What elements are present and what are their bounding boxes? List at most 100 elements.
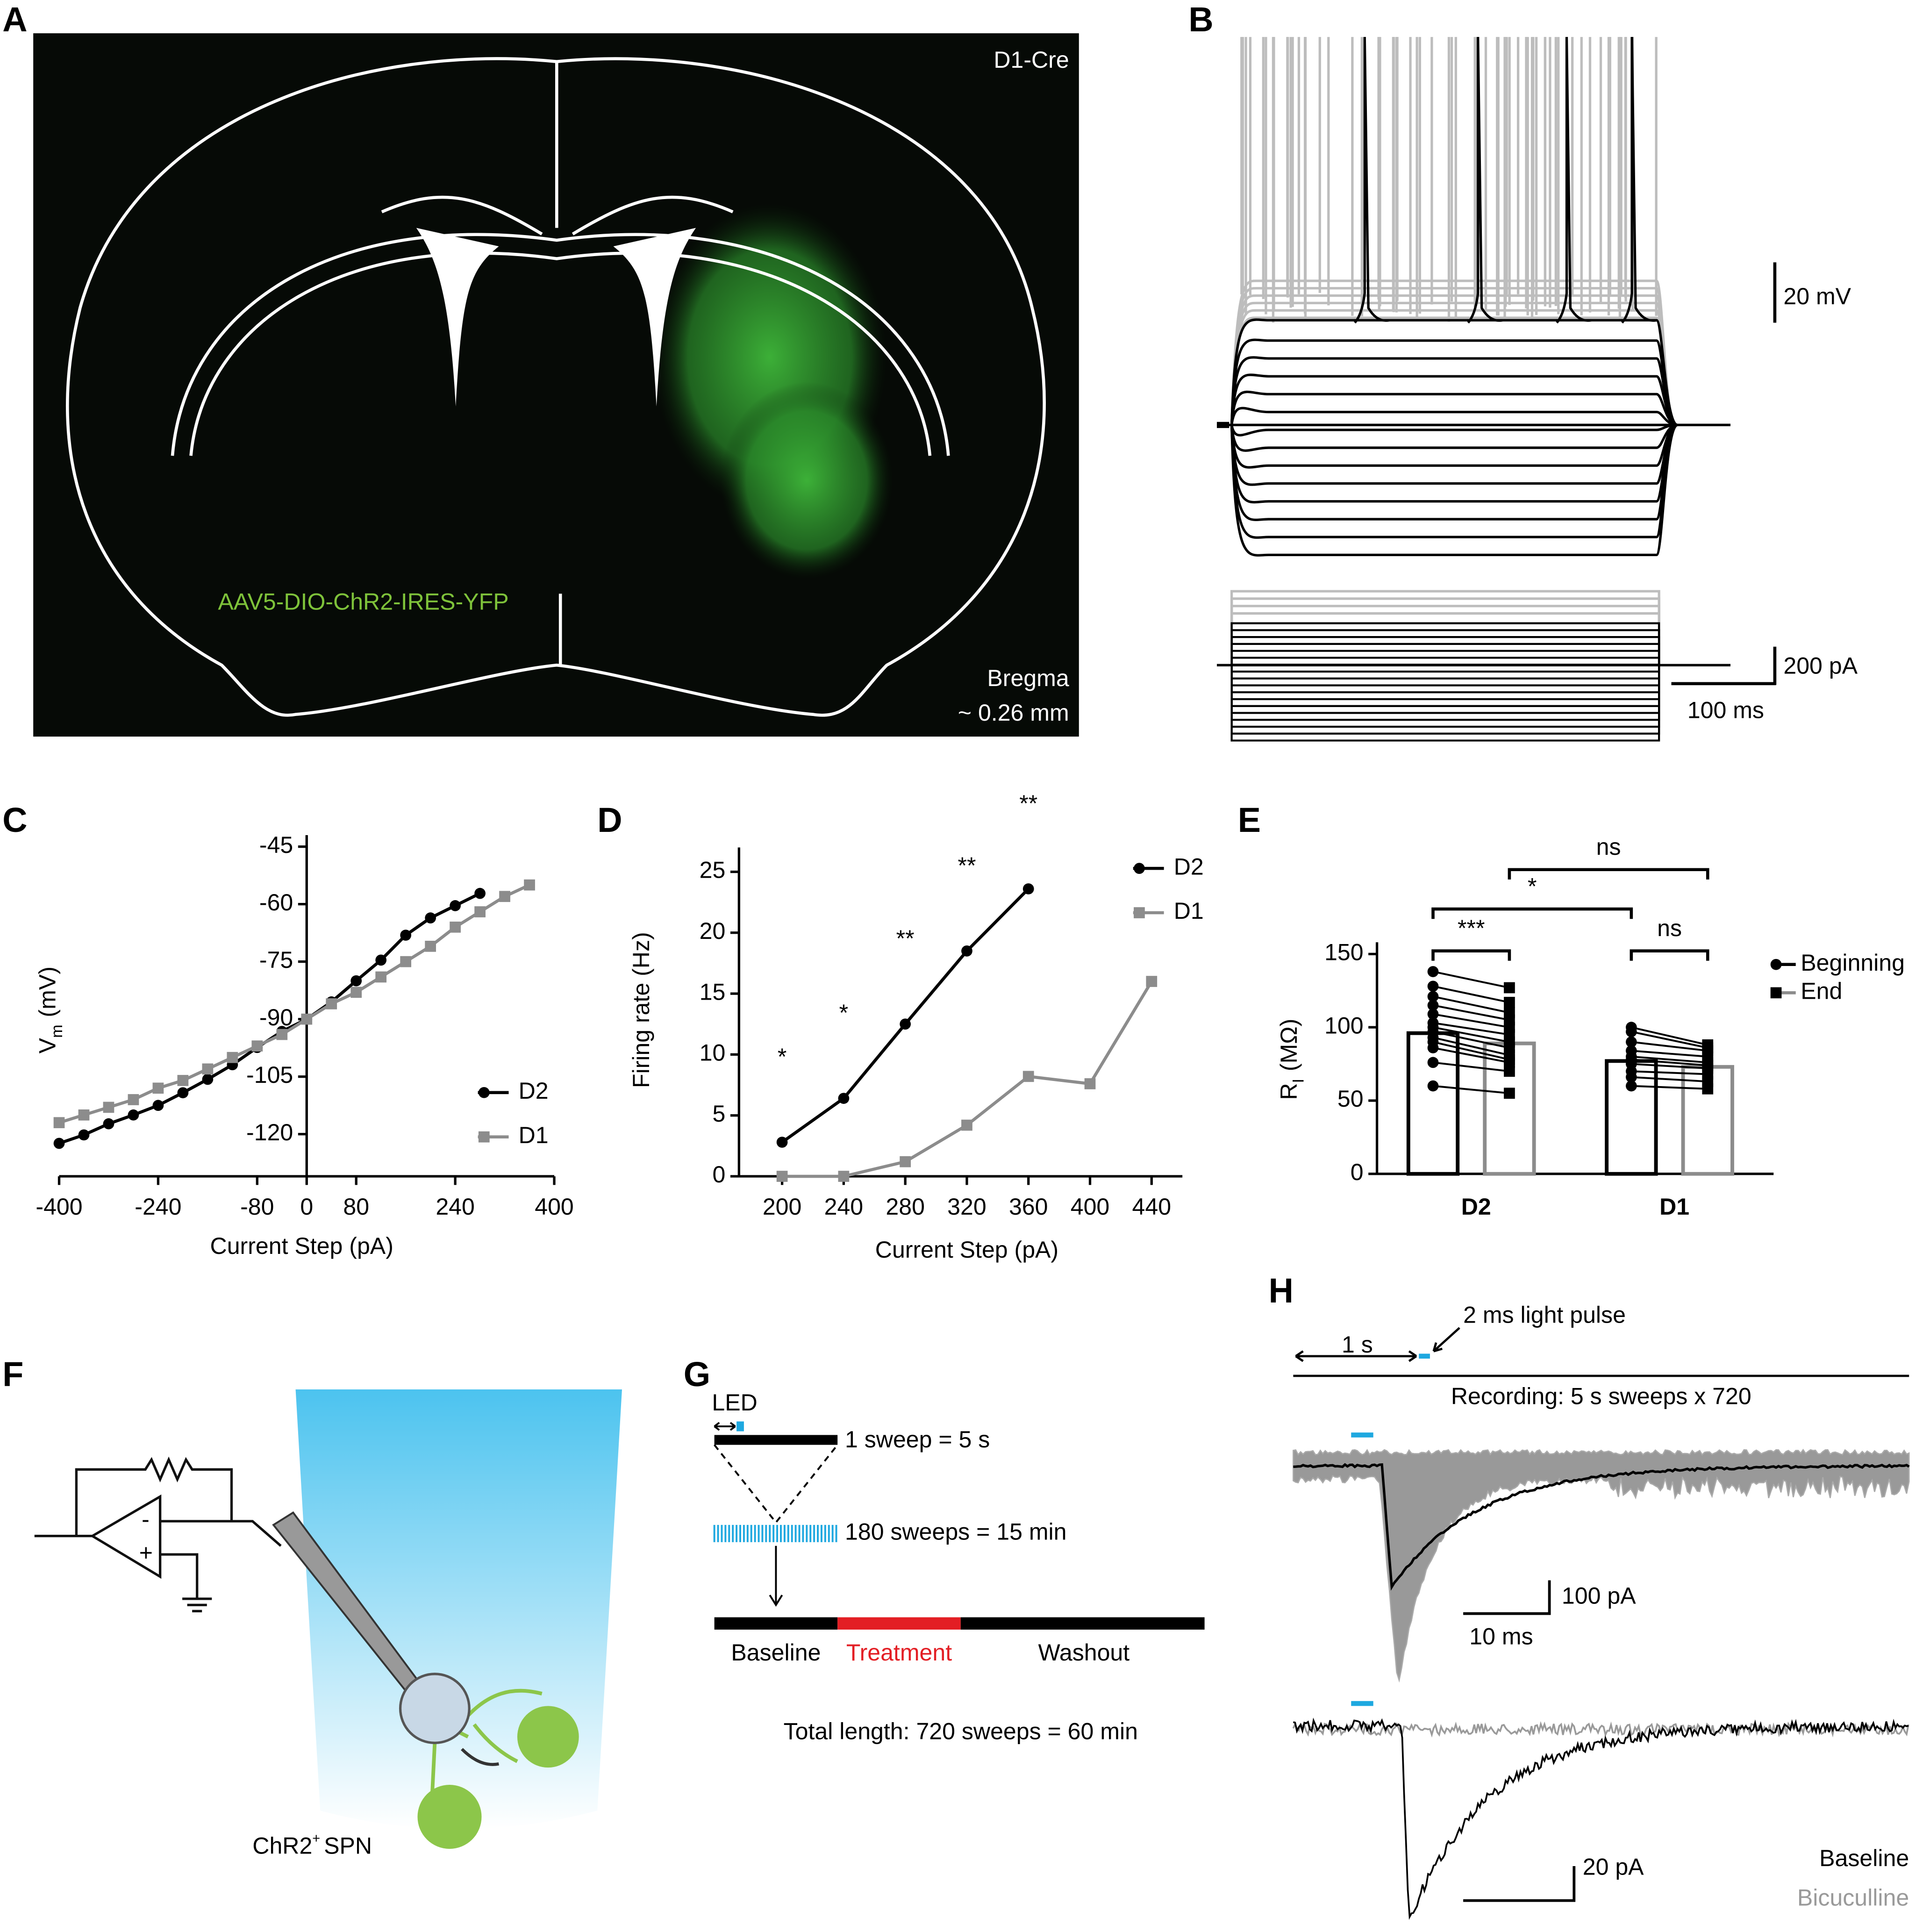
trace <box>1230 423 1678 469</box>
marker <box>1084 1078 1096 1089</box>
marker <box>1702 1083 1714 1095</box>
trace <box>1230 665 1660 701</box>
light-pulse <box>1351 1432 1373 1438</box>
marker <box>78 1109 90 1121</box>
pair-line <box>1433 1041 1510 1061</box>
label: Washout <box>1038 1639 1129 1666</box>
marker <box>1427 1009 1439 1020</box>
marker <box>375 954 387 966</box>
significance: * <box>839 1000 848 1026</box>
pair-line <box>1631 1085 1708 1090</box>
trace <box>1556 37 1592 324</box>
marker <box>1134 863 1145 874</box>
marker <box>450 900 461 911</box>
y-tick-label: -75 <box>259 947 293 973</box>
x-tick-label: 240 <box>824 1194 864 1220</box>
marker <box>776 1171 788 1182</box>
legend-label: Beginning <box>1801 950 1905 976</box>
panel-label: F <box>2 1355 23 1394</box>
pair-line <box>1631 1055 1708 1064</box>
marker <box>375 971 387 983</box>
label: 1 s <box>1342 1331 1373 1358</box>
pair-line <box>1433 1085 1510 1095</box>
text: ChR2 <box>252 1833 312 1859</box>
x-tick-label: 440 <box>1132 1194 1172 1220</box>
y-axis-label: Firing rate (Hz) <box>628 932 654 1088</box>
trace <box>1230 356 1678 426</box>
y-tick-label: 100 <box>1324 1012 1364 1038</box>
x-tick-label: 240 <box>436 1194 475 1220</box>
label: AAV5-DIO-ChR2-IRES-YFP <box>218 589 508 615</box>
pair-line <box>1631 1030 1708 1049</box>
pair-line <box>1433 1004 1510 1021</box>
scale-label: 20 mV <box>1783 283 1851 309</box>
symbol: + <box>139 1539 153 1566</box>
label: D1-Cre <box>994 47 1069 73</box>
marker <box>177 1087 189 1099</box>
text: R <box>1276 1083 1302 1100</box>
trace <box>1230 423 1678 557</box>
y-tick-label: 25 <box>700 857 726 883</box>
trace <box>1230 391 1678 426</box>
marker <box>152 1082 164 1094</box>
significance: ** <box>896 925 915 952</box>
text: (MΩ) <box>1276 1019 1302 1071</box>
marker <box>177 1075 189 1086</box>
trace <box>1230 590 1660 665</box>
y-tick-label: 5 <box>713 1101 726 1127</box>
y-axis-label: RI (MΩ) <box>1276 1019 1307 1100</box>
label: 1 sweep = 5 s <box>845 1426 990 1453</box>
x-tick-label: -240 <box>135 1194 181 1220</box>
trace <box>1230 423 1678 521</box>
x-tick-label: 400 <box>1071 1194 1110 1220</box>
text: m <box>48 1024 66 1038</box>
trace <box>1230 423 1678 504</box>
marker <box>251 1040 263 1052</box>
y-tick-label: 15 <box>700 979 726 1005</box>
pair-line <box>1631 1076 1708 1083</box>
marker <box>400 930 412 941</box>
marker <box>1022 1071 1034 1082</box>
scale-label: 200 pA <box>1783 653 1858 679</box>
significance: * <box>778 1044 786 1070</box>
marker <box>900 1156 911 1167</box>
trace <box>1230 665 1660 687</box>
x-tick-label: 0 <box>300 1194 313 1220</box>
marker <box>1427 1057 1439 1068</box>
y-tick-label: -105 <box>246 1062 293 1088</box>
marker <box>1504 1057 1515 1068</box>
scale-label: 20 pA <box>1583 1853 1644 1880</box>
text: Firing rate (Hz) <box>628 932 654 1088</box>
pair-line <box>1631 1026 1708 1046</box>
scale-label: 10 ms <box>1478 1928 1542 1932</box>
marker <box>128 1094 139 1105</box>
marker <box>425 940 436 952</box>
pair-line <box>1631 1050 1708 1058</box>
trace <box>1230 665 1660 742</box>
scale-label: 100 pA <box>1562 1583 1636 1609</box>
marker <box>499 891 510 902</box>
trace <box>1230 423 1678 452</box>
pair-line <box>1433 1026 1510 1043</box>
trace <box>1354 37 1390 324</box>
x-tick-label: 80 <box>343 1194 369 1220</box>
marker <box>776 1137 788 1148</box>
text: I <box>1290 1079 1308 1083</box>
y-axis-label: Vm (mV) <box>35 966 66 1053</box>
bracket <box>1431 949 1511 961</box>
trace-envelope <box>1293 1448 1910 1683</box>
significance: ns <box>1596 834 1621 860</box>
marker <box>1146 976 1158 987</box>
legend-label: D2 <box>519 1078 549 1104</box>
ventricle <box>416 228 499 407</box>
label: Recording: 5 s sweeps x 720 <box>1451 1383 1751 1410</box>
panel-label: B <box>1188 0 1213 39</box>
text: + <box>312 1831 320 1846</box>
symbol: - <box>142 1506 150 1532</box>
x-tick-label: -80 <box>240 1194 274 1220</box>
legend-label: Baseline <box>1819 1845 1909 1871</box>
marker <box>202 1073 214 1085</box>
trace <box>1230 423 1678 436</box>
label: Bregma <box>987 665 1069 691</box>
label: LED <box>712 1389 757 1416</box>
